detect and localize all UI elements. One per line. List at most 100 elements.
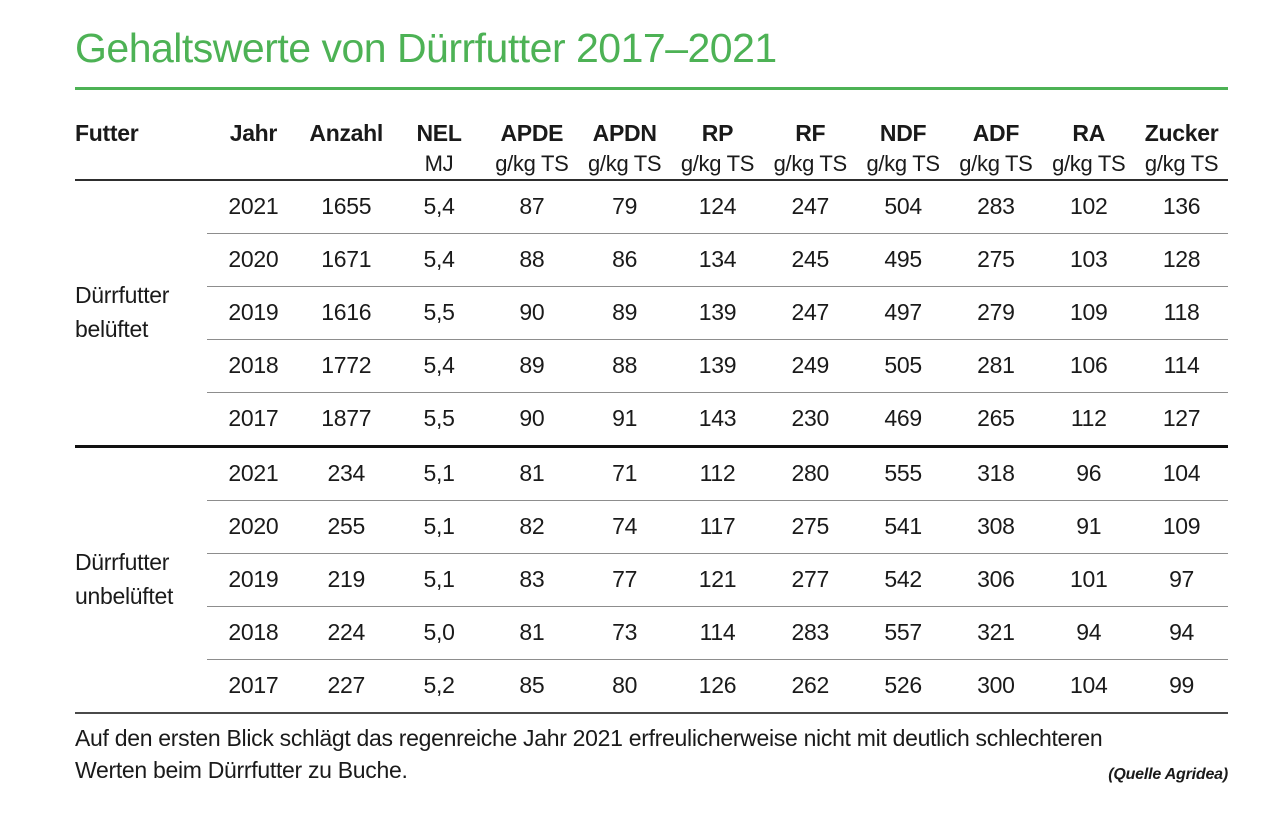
value-cell: 121 xyxy=(671,553,764,608)
column-unit xyxy=(207,151,300,177)
value-cell: 109 xyxy=(1135,500,1228,555)
value-cell: 280 xyxy=(763,446,857,502)
column-label: APDN xyxy=(592,120,657,147)
table-row: 2020 1671 5,4 88 86 134 245 495 275 103 128 xyxy=(75,233,1228,288)
value-cell: 99 xyxy=(1135,659,1228,715)
value-cell: 497 xyxy=(856,286,950,341)
value-cell: 106 xyxy=(1042,339,1136,394)
caption-text: Auf den ersten Blick schlägt das regenre… xyxy=(75,725,1103,783)
year-cell: 2017 xyxy=(207,659,300,715)
table-row: 2017 227 5,2 85 80 126 262 526 300 104 99 xyxy=(75,659,1228,715)
value-cell: 5,4 xyxy=(392,339,486,394)
column-label: Anzahl xyxy=(309,120,384,147)
column-unit: g/kg TS xyxy=(588,150,662,176)
value-cell: 279 xyxy=(949,286,1043,341)
value-cell: 143 xyxy=(671,392,764,449)
column-label: Jahr xyxy=(229,120,278,147)
year-cell: 2018 xyxy=(207,339,300,394)
column-header-nel: NEL MJ xyxy=(393,116,486,180)
value-cell: 1616 xyxy=(299,286,393,341)
value-cell: 134 xyxy=(671,233,764,288)
value-cell: 224 xyxy=(299,606,393,661)
table-row: 2019 1616 5,5 90 89 139 247 497 279 109 118 xyxy=(75,286,1228,341)
value-cell: 321 xyxy=(949,606,1043,661)
content-table: Futter Jahr Anzahl NEL MJ APDE g/kg TS APDN g… xyxy=(75,116,1228,715)
column-unit: g/kg TS xyxy=(773,150,848,176)
column-unit: MJ xyxy=(424,150,454,176)
column-header-apdn: APDN g/kg TS xyxy=(578,116,671,180)
value-cell: 283 xyxy=(763,606,857,661)
year-cell: 2020 xyxy=(207,233,300,288)
column-unit: g/kg TS xyxy=(680,150,755,176)
value-cell: 96 xyxy=(1042,446,1136,502)
value-cell: 77 xyxy=(578,553,672,608)
value-cell: 526 xyxy=(856,659,950,715)
group-label: Dürrfutter belüftet xyxy=(75,180,207,449)
value-cell: 85 xyxy=(485,659,579,715)
column-unit: g/kg TS xyxy=(866,150,940,176)
column-header-ndf: NDF g/kg TS xyxy=(857,116,950,180)
column-header-rf: RF g/kg TS xyxy=(764,116,857,180)
column-label: APDE xyxy=(500,120,564,147)
value-cell: 124 xyxy=(671,180,764,235)
value-cell: 247 xyxy=(763,286,857,341)
table-row: 2020 255 5,1 82 74 117 275 541 308 91 109 xyxy=(75,500,1228,555)
caption-row: Auf den ersten Blick schlägt das regenre… xyxy=(75,723,1228,786)
column-label: NDF xyxy=(879,120,927,147)
column-label: RF xyxy=(795,120,826,147)
value-cell: 5,4 xyxy=(392,180,486,235)
column-header-zucker: Zucker g/kg TS xyxy=(1135,116,1228,180)
table-header: Futter Jahr Anzahl NEL MJ APDE g/kg TS APDN g… xyxy=(75,116,1228,181)
column-label: Futter xyxy=(75,120,139,147)
year-cell: 2018 xyxy=(207,606,300,661)
value-cell: 5,1 xyxy=(392,553,486,608)
value-cell: 112 xyxy=(1042,392,1136,449)
column-header-jahr: Jahr xyxy=(207,116,300,180)
table-header-row: Futter Jahr Anzahl NEL MJ APDE g/kg TS APDN g… xyxy=(75,116,1228,181)
value-cell: 88 xyxy=(485,233,579,288)
value-cell: 104 xyxy=(1042,659,1136,715)
column-label: RP xyxy=(701,120,734,147)
column-label: Zucker xyxy=(1144,120,1219,147)
value-cell: 541 xyxy=(856,500,950,555)
value-cell: 1772 xyxy=(299,339,393,394)
value-cell: 275 xyxy=(763,500,857,555)
value-cell: 97 xyxy=(1135,553,1228,608)
value-cell: 104 xyxy=(1135,446,1228,502)
value-cell: 5,2 xyxy=(392,659,486,715)
column-unit xyxy=(75,151,207,177)
group-label: Dürrfutter unbelüftet xyxy=(75,446,207,715)
value-cell: 277 xyxy=(763,553,857,608)
page-title: Gehaltswerte von Dürrfutter 2017–2021 xyxy=(75,25,777,71)
year-cell: 2017 xyxy=(207,392,300,449)
title-rule xyxy=(75,87,1228,91)
value-cell: 89 xyxy=(485,339,579,394)
value-cell: 89 xyxy=(578,286,672,341)
value-cell: 81 xyxy=(485,606,579,661)
value-cell: 281 xyxy=(949,339,1043,394)
value-cell: 5,5 xyxy=(392,286,486,341)
column-header-anzahl: Anzahl xyxy=(300,116,393,180)
value-cell: 265 xyxy=(949,392,1043,449)
value-cell: 5,1 xyxy=(392,446,486,502)
value-cell: 91 xyxy=(1042,500,1136,555)
value-cell: 495 xyxy=(856,233,950,288)
value-cell: 5,4 xyxy=(392,233,486,288)
value-cell: 5,0 xyxy=(392,606,486,661)
value-cell: 136 xyxy=(1135,180,1228,235)
value-cell: 118 xyxy=(1135,286,1228,341)
value-cell: 73 xyxy=(578,606,672,661)
value-cell: 227 xyxy=(299,659,393,715)
value-cell: 94 xyxy=(1135,606,1228,661)
column-unit: g/kg TS xyxy=(1144,150,1219,176)
value-cell: 79 xyxy=(578,180,672,235)
value-cell: 5,5 xyxy=(392,392,486,449)
value-cell: 128 xyxy=(1135,233,1228,288)
value-cell: 300 xyxy=(949,659,1043,715)
value-cell: 505 xyxy=(856,339,950,394)
value-cell: 262 xyxy=(763,659,857,715)
year-cell: 2021 xyxy=(207,180,300,235)
source-credit: (Quelle Agridea) xyxy=(1108,765,1228,783)
value-cell: 1877 xyxy=(299,392,393,449)
